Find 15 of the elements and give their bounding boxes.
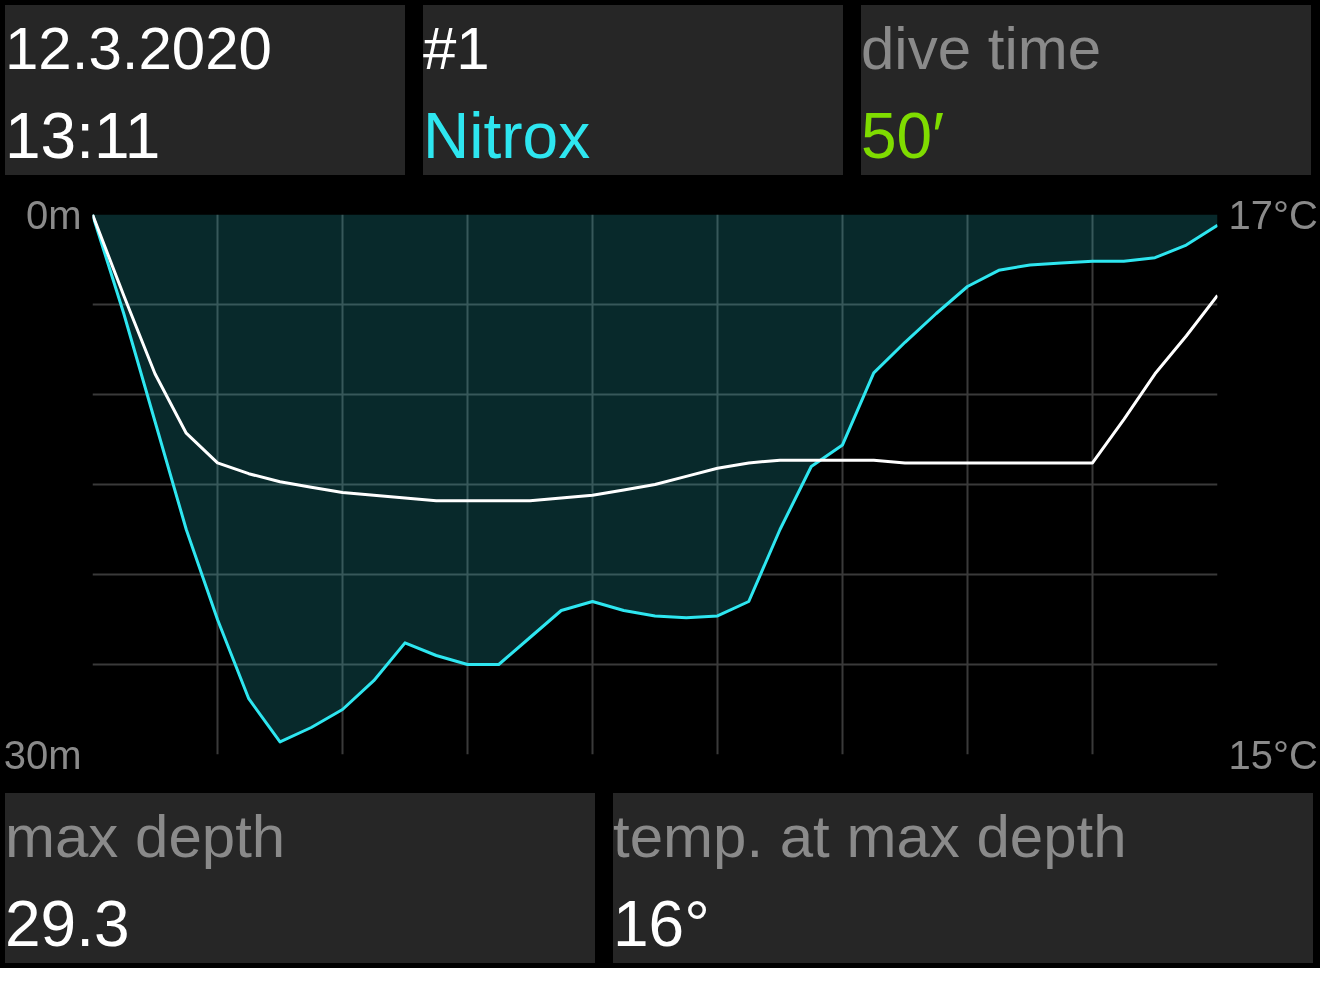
text: dive time	[861, 14, 1102, 84]
y-tick-label: 0m	[25, 192, 82, 237]
text: temp. at max depth	[613, 802, 1127, 872]
text: 50′	[861, 99, 946, 174]
text: #1	[423, 14, 491, 84]
text: 12.3.2020	[5, 14, 272, 84]
text: 29.3	[5, 887, 131, 962]
y2-tick-label: 17°C	[1228, 192, 1318, 237]
line-series	[92, 214, 1218, 503]
y-tick-label: 30m	[3, 732, 82, 777]
text: Nitrox	[423, 99, 591, 174]
text: max depth	[5, 802, 286, 872]
y2-tick-label: 15°C	[1228, 732, 1318, 777]
text: 16°	[613, 887, 711, 962]
text: 13:11	[5, 99, 162, 174]
